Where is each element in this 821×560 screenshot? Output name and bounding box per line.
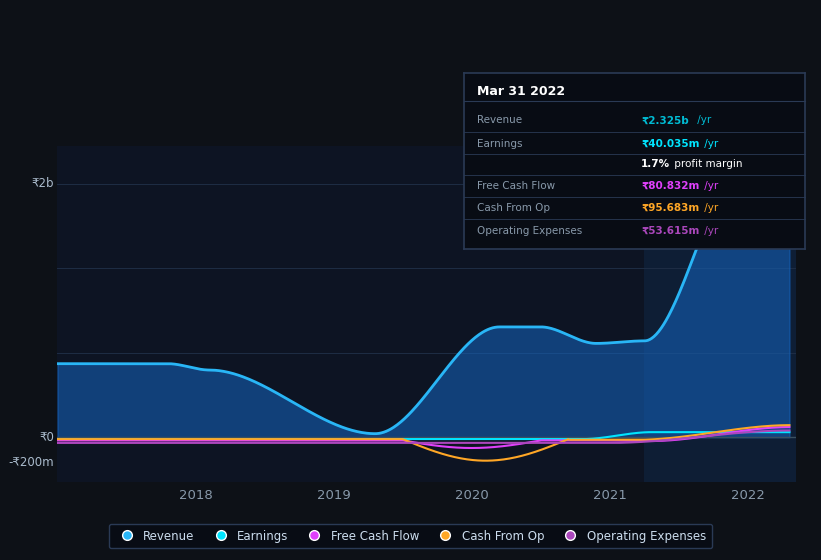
Text: 1.7%: 1.7% bbox=[641, 158, 670, 169]
Text: /yr: /yr bbox=[701, 139, 718, 150]
Bar bbox=[644, 146, 796, 482]
Text: profit margin: profit margin bbox=[671, 158, 742, 169]
Text: ₹2.325b: ₹2.325b bbox=[641, 115, 689, 125]
Text: /yr: /yr bbox=[701, 181, 718, 191]
Text: ₹80.832m: ₹80.832m bbox=[641, 181, 699, 191]
Text: Revenue: Revenue bbox=[478, 115, 523, 125]
Text: ₹40.035m: ₹40.035m bbox=[641, 139, 699, 150]
Text: Free Cash Flow: Free Cash Flow bbox=[478, 181, 556, 191]
Text: Operating Expenses: Operating Expenses bbox=[478, 226, 583, 236]
Text: /yr: /yr bbox=[694, 115, 711, 125]
Text: -₹200m: -₹200m bbox=[8, 456, 54, 469]
Text: Cash From Op: Cash From Op bbox=[478, 203, 551, 213]
Text: Mar 31 2022: Mar 31 2022 bbox=[478, 85, 566, 98]
Legend: Revenue, Earnings, Free Cash Flow, Cash From Op, Operating Expenses: Revenue, Earnings, Free Cash Flow, Cash … bbox=[109, 524, 712, 548]
Text: ₹95.683m: ₹95.683m bbox=[641, 203, 699, 213]
Text: /yr: /yr bbox=[701, 203, 718, 213]
Text: ₹53.615m: ₹53.615m bbox=[641, 226, 699, 236]
Text: ₹0: ₹0 bbox=[39, 431, 54, 444]
Text: ₹2b: ₹2b bbox=[31, 177, 54, 190]
Text: Earnings: Earnings bbox=[478, 139, 523, 150]
Text: /yr: /yr bbox=[701, 226, 718, 236]
